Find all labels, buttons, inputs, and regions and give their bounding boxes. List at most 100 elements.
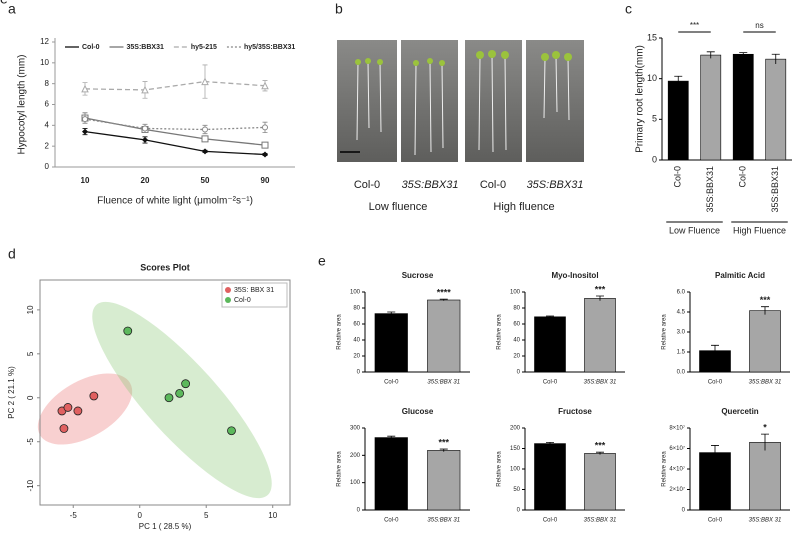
error-bar <box>761 433 769 451</box>
significance: *** <box>438 437 449 447</box>
y-tick-label: 4×10⁷ <box>669 466 685 473</box>
y-tick-label: 0 <box>682 508 686 514</box>
marker <box>261 141 269 149</box>
chart-title: Fructose <box>558 407 592 416</box>
marker <box>202 126 208 133</box>
chart-title: Myo-Inositol <box>551 271 598 280</box>
error-bar <box>387 311 396 316</box>
marker <box>82 128 88 135</box>
legend-label: 35S: BBX 31 <box>234 287 274 294</box>
x-tick-label: Col-0 <box>543 518 558 524</box>
significance: *** <box>760 295 771 305</box>
photo-label: Col-0 <box>354 179 380 191</box>
x-tick-label: 35S:BBX 31 <box>749 518 782 524</box>
point <box>59 424 69 433</box>
y-tick-label: 10 <box>40 58 49 67</box>
x-tick-label: Col-0 <box>673 166 683 188</box>
photo-label: Col-0 <box>480 179 506 191</box>
photo <box>526 40 584 162</box>
y-tick-label: 3.0 <box>677 330 686 336</box>
point <box>123 326 133 336</box>
point <box>181 379 191 389</box>
marker <box>142 125 148 132</box>
y-tick-label: 100 <box>350 480 361 486</box>
x-tick-label: 50 <box>201 176 210 185</box>
series-line <box>84 80 266 91</box>
series-line <box>84 117 266 146</box>
y-tick-label: 10 <box>647 73 657 83</box>
group-label: High fluence <box>493 201 554 213</box>
y-tick-label: 80 <box>353 306 360 312</box>
y-tick-label: 40 <box>513 338 520 344</box>
y-tick-label: 0 <box>517 370 521 376</box>
legend-label: hy5/35S:BBX31 <box>244 44 295 51</box>
y-axis-label: PC 2 ( 21.1 %) <box>7 366 16 419</box>
bar <box>732 53 754 161</box>
y-axis-label: Relative area <box>662 314 668 350</box>
marker <box>81 84 89 93</box>
point <box>89 391 99 401</box>
x-tick-label: 35S:BBX31 <box>705 166 715 213</box>
bar <box>584 453 616 511</box>
chart-title: Sucrose <box>402 271 434 280</box>
chart-title: Quercetin <box>721 407 758 416</box>
legend-label: hy5-215 <box>191 44 217 51</box>
photo-label: 35S:BBX31 <box>402 179 459 191</box>
marker <box>201 135 209 143</box>
bar <box>534 316 566 373</box>
y-tick-label: 4.5 <box>677 310 686 316</box>
x-tick-label: 20 <box>141 176 150 185</box>
y-tick-label: 100 <box>510 467 521 473</box>
x-axis-label: Fluence of white light (μmolm⁻²s⁻¹) <box>97 196 253 207</box>
y-tick-label: 5 <box>26 351 35 356</box>
y-tick-label: 60 <box>353 322 360 328</box>
marker <box>262 151 268 158</box>
significance: *** <box>690 21 699 30</box>
panel-label: a <box>8 1 16 17</box>
y-axis-label: Relative area <box>662 451 668 487</box>
error-bar <box>706 51 715 59</box>
y-tick-label: 0 <box>357 370 361 376</box>
y-tick-label: 0 <box>517 508 521 514</box>
y-axis-label: Relative area <box>337 314 343 350</box>
bar <box>700 54 722 161</box>
y-tick-label: 5 <box>652 114 657 124</box>
y-tick-label: 15 <box>647 32 657 42</box>
error-bar <box>711 344 719 356</box>
bar <box>374 313 408 373</box>
error-bar <box>546 315 554 318</box>
bar <box>427 450 461 511</box>
bar <box>765 58 787 161</box>
significance: *** <box>595 441 606 451</box>
error-bar <box>439 298 448 301</box>
point <box>164 393 174 403</box>
x-tick-label: -5 <box>70 511 78 520</box>
x-tick-label: Col-0 <box>738 166 748 188</box>
panel-label: e <box>318 253 326 269</box>
point <box>227 426 236 436</box>
y-tick-label: 200 <box>510 426 521 432</box>
x-tick-label: 5 <box>204 511 209 520</box>
marker <box>141 85 149 94</box>
x-tick-label: Col-0 <box>384 518 399 524</box>
chart-title: Scores Plot <box>140 262 190 272</box>
photo <box>465 40 522 162</box>
y-axis-label: Relative area <box>337 451 343 487</box>
error-bar <box>674 75 683 86</box>
y-tick-label: 6.0 <box>677 290 686 296</box>
y-axis-label: Primary root length(mm) <box>635 45 646 153</box>
chart-title: Glucose <box>402 407 434 416</box>
legend-label: Col-0 <box>82 44 100 51</box>
error-bar <box>596 295 604 301</box>
bar <box>427 299 461 373</box>
panel-label: e <box>0 0 8 7</box>
group-label: Low fluence <box>369 201 428 213</box>
legend-label: Col-0 <box>234 297 251 304</box>
y-tick-label: 150 <box>510 446 521 452</box>
y-tick-label: 0 <box>357 508 361 514</box>
x-tick-label: 35S:BBX 31 <box>749 380 782 386</box>
x-tick-label: 10 <box>81 176 90 185</box>
legend-marker <box>225 287 231 293</box>
bar <box>699 452 731 511</box>
